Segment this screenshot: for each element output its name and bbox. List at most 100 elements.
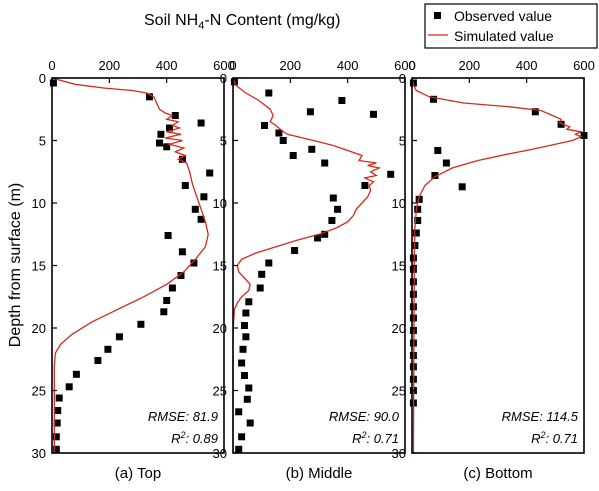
rmse-label-middle: RMSE: 90.0: [329, 409, 400, 424]
observed-point-bottom-1: [430, 95, 437, 103]
x-tick-label-bottom-3: 600: [573, 58, 595, 73]
y-tick-label-middle-5: 25: [213, 384, 227, 399]
observed-point-middle-20: [258, 270, 266, 278]
r2-label-middle: R2: 0.71: [352, 430, 399, 446]
y-tick-label-top-5: 25: [32, 384, 46, 399]
plot-frame-top: [51, 77, 225, 454]
observed-point-middle-14: [334, 205, 342, 213]
y-tick-label-top-0: 0: [39, 71, 46, 86]
x-tick-label-top-2: 400: [156, 58, 178, 73]
x-tick-label-top-0: 0: [48, 58, 55, 73]
observed-point-middle-29: [245, 384, 253, 392]
observed-point-top-28: [54, 407, 62, 414]
observed-point-bottom-16: [409, 278, 417, 286]
observed-point-middle-17: [314, 234, 322, 242]
observed-point-middle-8: [308, 145, 316, 153]
observed-point-top-22: [115, 333, 123, 341]
legend: Observed value Simulated value: [424, 3, 598, 49]
x-tick-label-bottom-0: 0: [408, 58, 415, 73]
observed-point-middle-24: [241, 322, 248, 329]
plot-frame-middle: [232, 77, 406, 454]
observed-point-middle-19: [265, 259, 273, 267]
y-tick-label-bottom-4: 20: [392, 321, 406, 336]
r2-label-top: R2: 0.89: [171, 430, 218, 446]
observed-point-bottom-15: [409, 265, 417, 273]
panel-subtitle-middle: (b) Middle: [286, 465, 353, 482]
y-tick-label-middle-1: 5: [220, 134, 227, 149]
x-tick-label-top-3: 600: [213, 58, 235, 73]
y-tick-label-middle-6: 30: [213, 446, 227, 461]
simulated-line-middle: [232, 77, 382, 453]
rmse-label-bottom: RMSE: 114.5: [502, 409, 579, 424]
y-tick-label-middle-2: 10: [213, 196, 227, 211]
panel-subtitle-top: (a) Top: [115, 465, 161, 482]
observed-point-bottom-14: [409, 254, 417, 262]
y-tick-label-bottom-3: 15: [392, 259, 406, 274]
observed-point-top-2: [171, 112, 179, 119]
observed-point-top-31: [52, 445, 60, 453]
y-tick-label-bottom-6: 30: [392, 446, 406, 461]
observed-point-top-27: [55, 394, 63, 402]
observed-point-middle-2: [338, 97, 346, 104]
y-tick-label-top-3: 15: [32, 259, 46, 274]
x-tick-label-middle-0: 0: [229, 58, 236, 73]
plot-frame-bottom: [411, 77, 585, 454]
legend-simulated-label: Simulated value: [454, 28, 554, 44]
observed-point-top-24: [94, 357, 102, 364]
y-tick-label-top-2: 10: [32, 196, 46, 211]
figure-title-main: Soil NH: [144, 12, 198, 29]
observed-point-middle-34: [235, 445, 243, 453]
y-tick-label-top-1: 5: [39, 134, 46, 149]
legend-observed-marker: [434, 12, 441, 19]
x-tick-label-bottom-2: 400: [516, 58, 538, 73]
observed-point-bottom-2: [531, 108, 539, 116]
observed-point-middle-22: [245, 298, 253, 306]
observed-point-top-25: [72, 370, 80, 378]
observed-point-top-12: [191, 205, 199, 213]
observed-point-top-20: [160, 308, 168, 316]
observed-point-bottom-7: [431, 172, 439, 179]
observed-point-middle-32: [246, 419, 254, 427]
observed-point-middle-25: [242, 333, 250, 341]
observed-point-top-1: [146, 93, 153, 101]
observed-point-middle-7: [279, 137, 287, 144]
observed-point-top-29: [53, 419, 61, 427]
observed-point-middle-21: [256, 284, 264, 292]
observed-point-middle-31: [235, 408, 243, 416]
y-axis-label: Depth from surface (m): [7, 183, 24, 347]
observed-point-top-15: [178, 248, 186, 256]
y-tick-label-bottom-5: 25: [392, 384, 406, 399]
observed-point-middle-10: [321, 159, 329, 167]
x-tick-label-middle-2: 400: [337, 58, 359, 73]
figure-title: Soil NH4-N Content (mg/kg): [144, 12, 340, 32]
observed-point-top-16: [190, 259, 198, 267]
observed-point-top-5: [157, 130, 165, 138]
y-tick-label-middle-4: 20: [213, 321, 227, 336]
observed-point-top-19: [163, 297, 171, 304]
observed-point-middle-26: [239, 345, 247, 353]
observed-point-middle-33: [238, 433, 246, 441]
x-tick-label-middle-3: 600: [394, 58, 416, 73]
observed-point-top-4: [166, 124, 173, 132]
y-tick-label-top-6: 30: [32, 446, 46, 461]
observed-point-top-21: [137, 320, 145, 328]
y-tick-label-middle-3: 15: [213, 259, 227, 274]
observed-point-middle-16: [321, 230, 329, 238]
observed-point-middle-9: [289, 152, 297, 159]
observed-point-top-13: [197, 215, 205, 223]
y-tick-label-middle-0: 0: [220, 71, 227, 86]
observed-point-middle-13: [329, 194, 337, 202]
observed-point-top-18: [168, 284, 176, 292]
observed-point-top-23: [104, 345, 112, 353]
r2-label-bottom: R2: 0.71: [531, 430, 578, 446]
observed-point-bottom-8: [458, 183, 466, 191]
observed-point-bottom-18: [409, 303, 417, 311]
observed-point-bottom-11: [414, 217, 422, 224]
simulated-line-bottom: [411, 77, 584, 454]
observed-point-top-0: [49, 79, 57, 87]
observed-point-middle-23: [242, 309, 250, 317]
y-tick-label-top-4: 20: [32, 321, 46, 336]
